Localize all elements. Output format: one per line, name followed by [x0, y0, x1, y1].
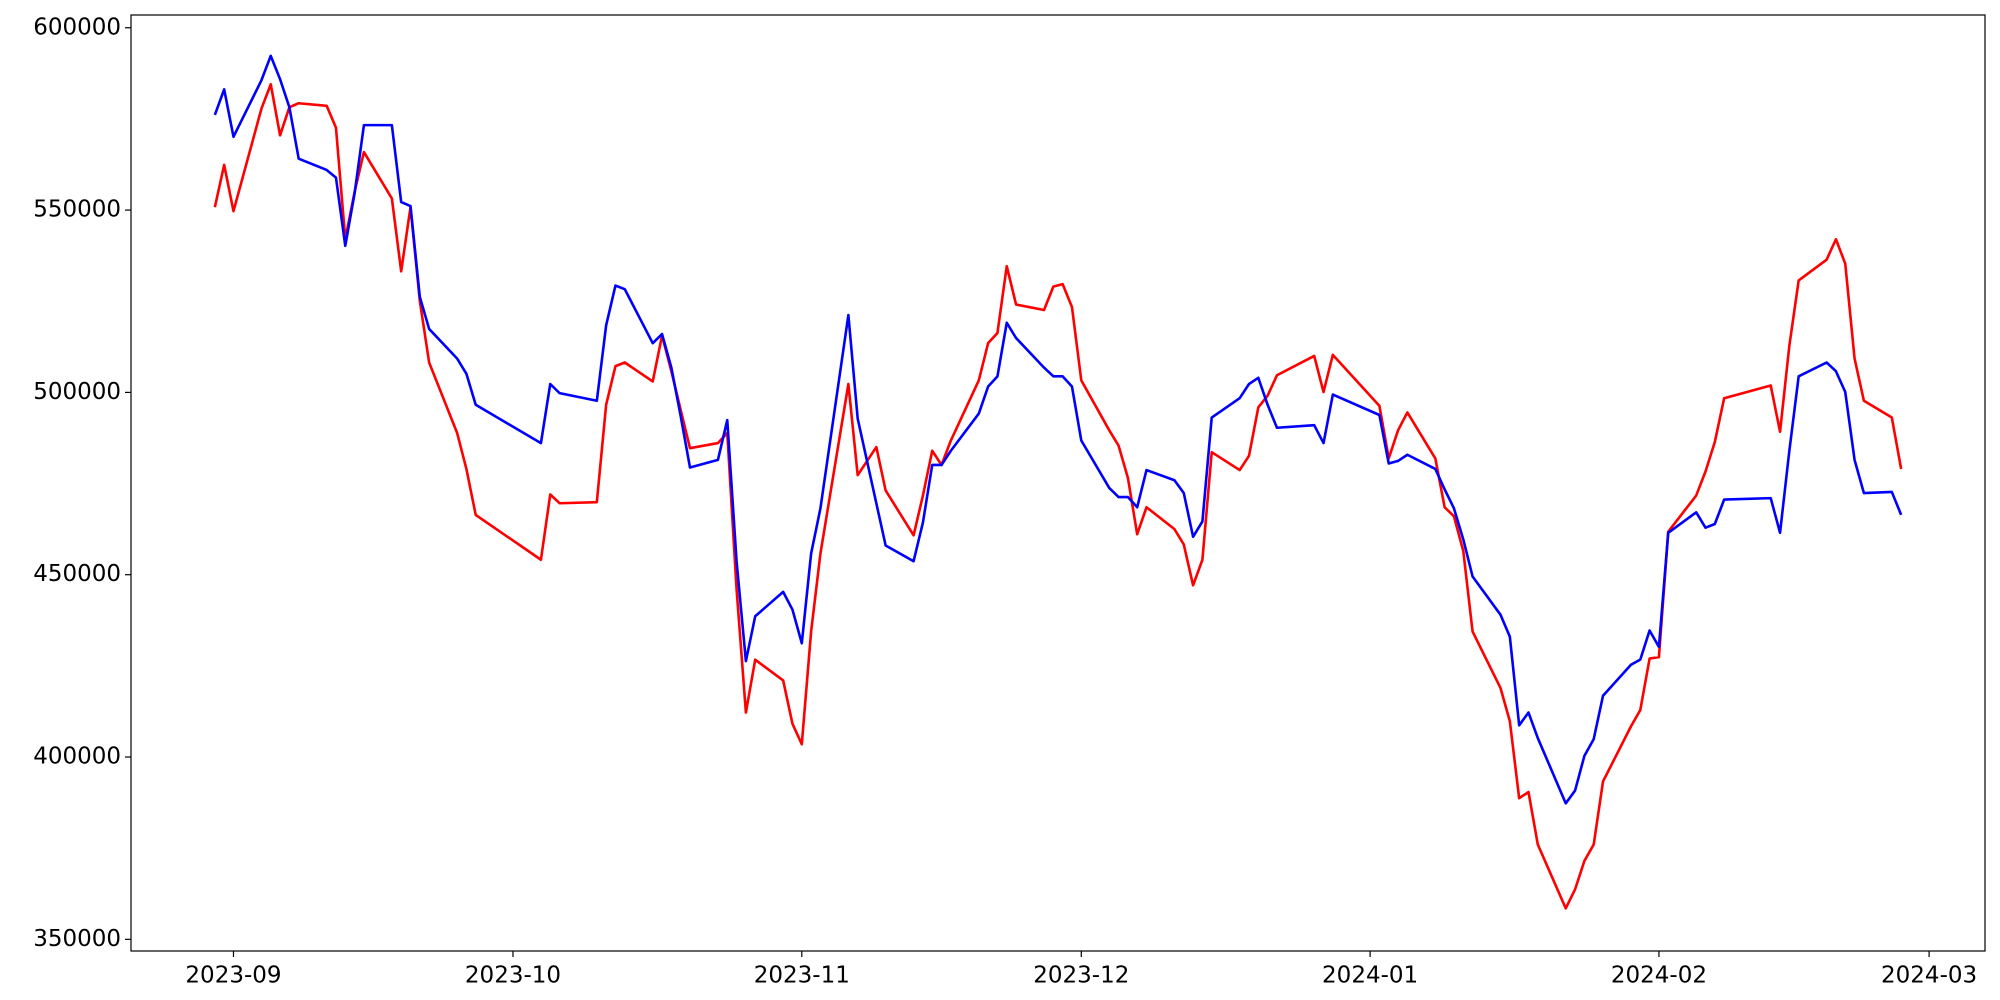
y-tick-label: 350000 [33, 926, 121, 952]
line-series [213, 82, 1903, 910]
line-series [213, 54, 1903, 805]
y-tick-label: 550000 [33, 197, 121, 223]
x-tick-label: 2023-09 [185, 963, 281, 989]
x-tick-label: 2023-11 [754, 963, 850, 989]
plot-frame [130, 14, 1986, 952]
y-tick-label: 600000 [33, 14, 121, 40]
x-tick-label: 2024-01 [1322, 963, 1418, 989]
x-tick-label: 2023-10 [465, 963, 561, 989]
y-tick-label: 450000 [33, 561, 121, 587]
x-tick-label: 2024-03 [1881, 963, 1977, 989]
x-tick-label: 2023-12 [1033, 963, 1129, 989]
y-tick-label: 500000 [33, 379, 121, 405]
y-tick-label: 400000 [33, 744, 121, 770]
x-tick-label: 2024-02 [1611, 963, 1707, 989]
